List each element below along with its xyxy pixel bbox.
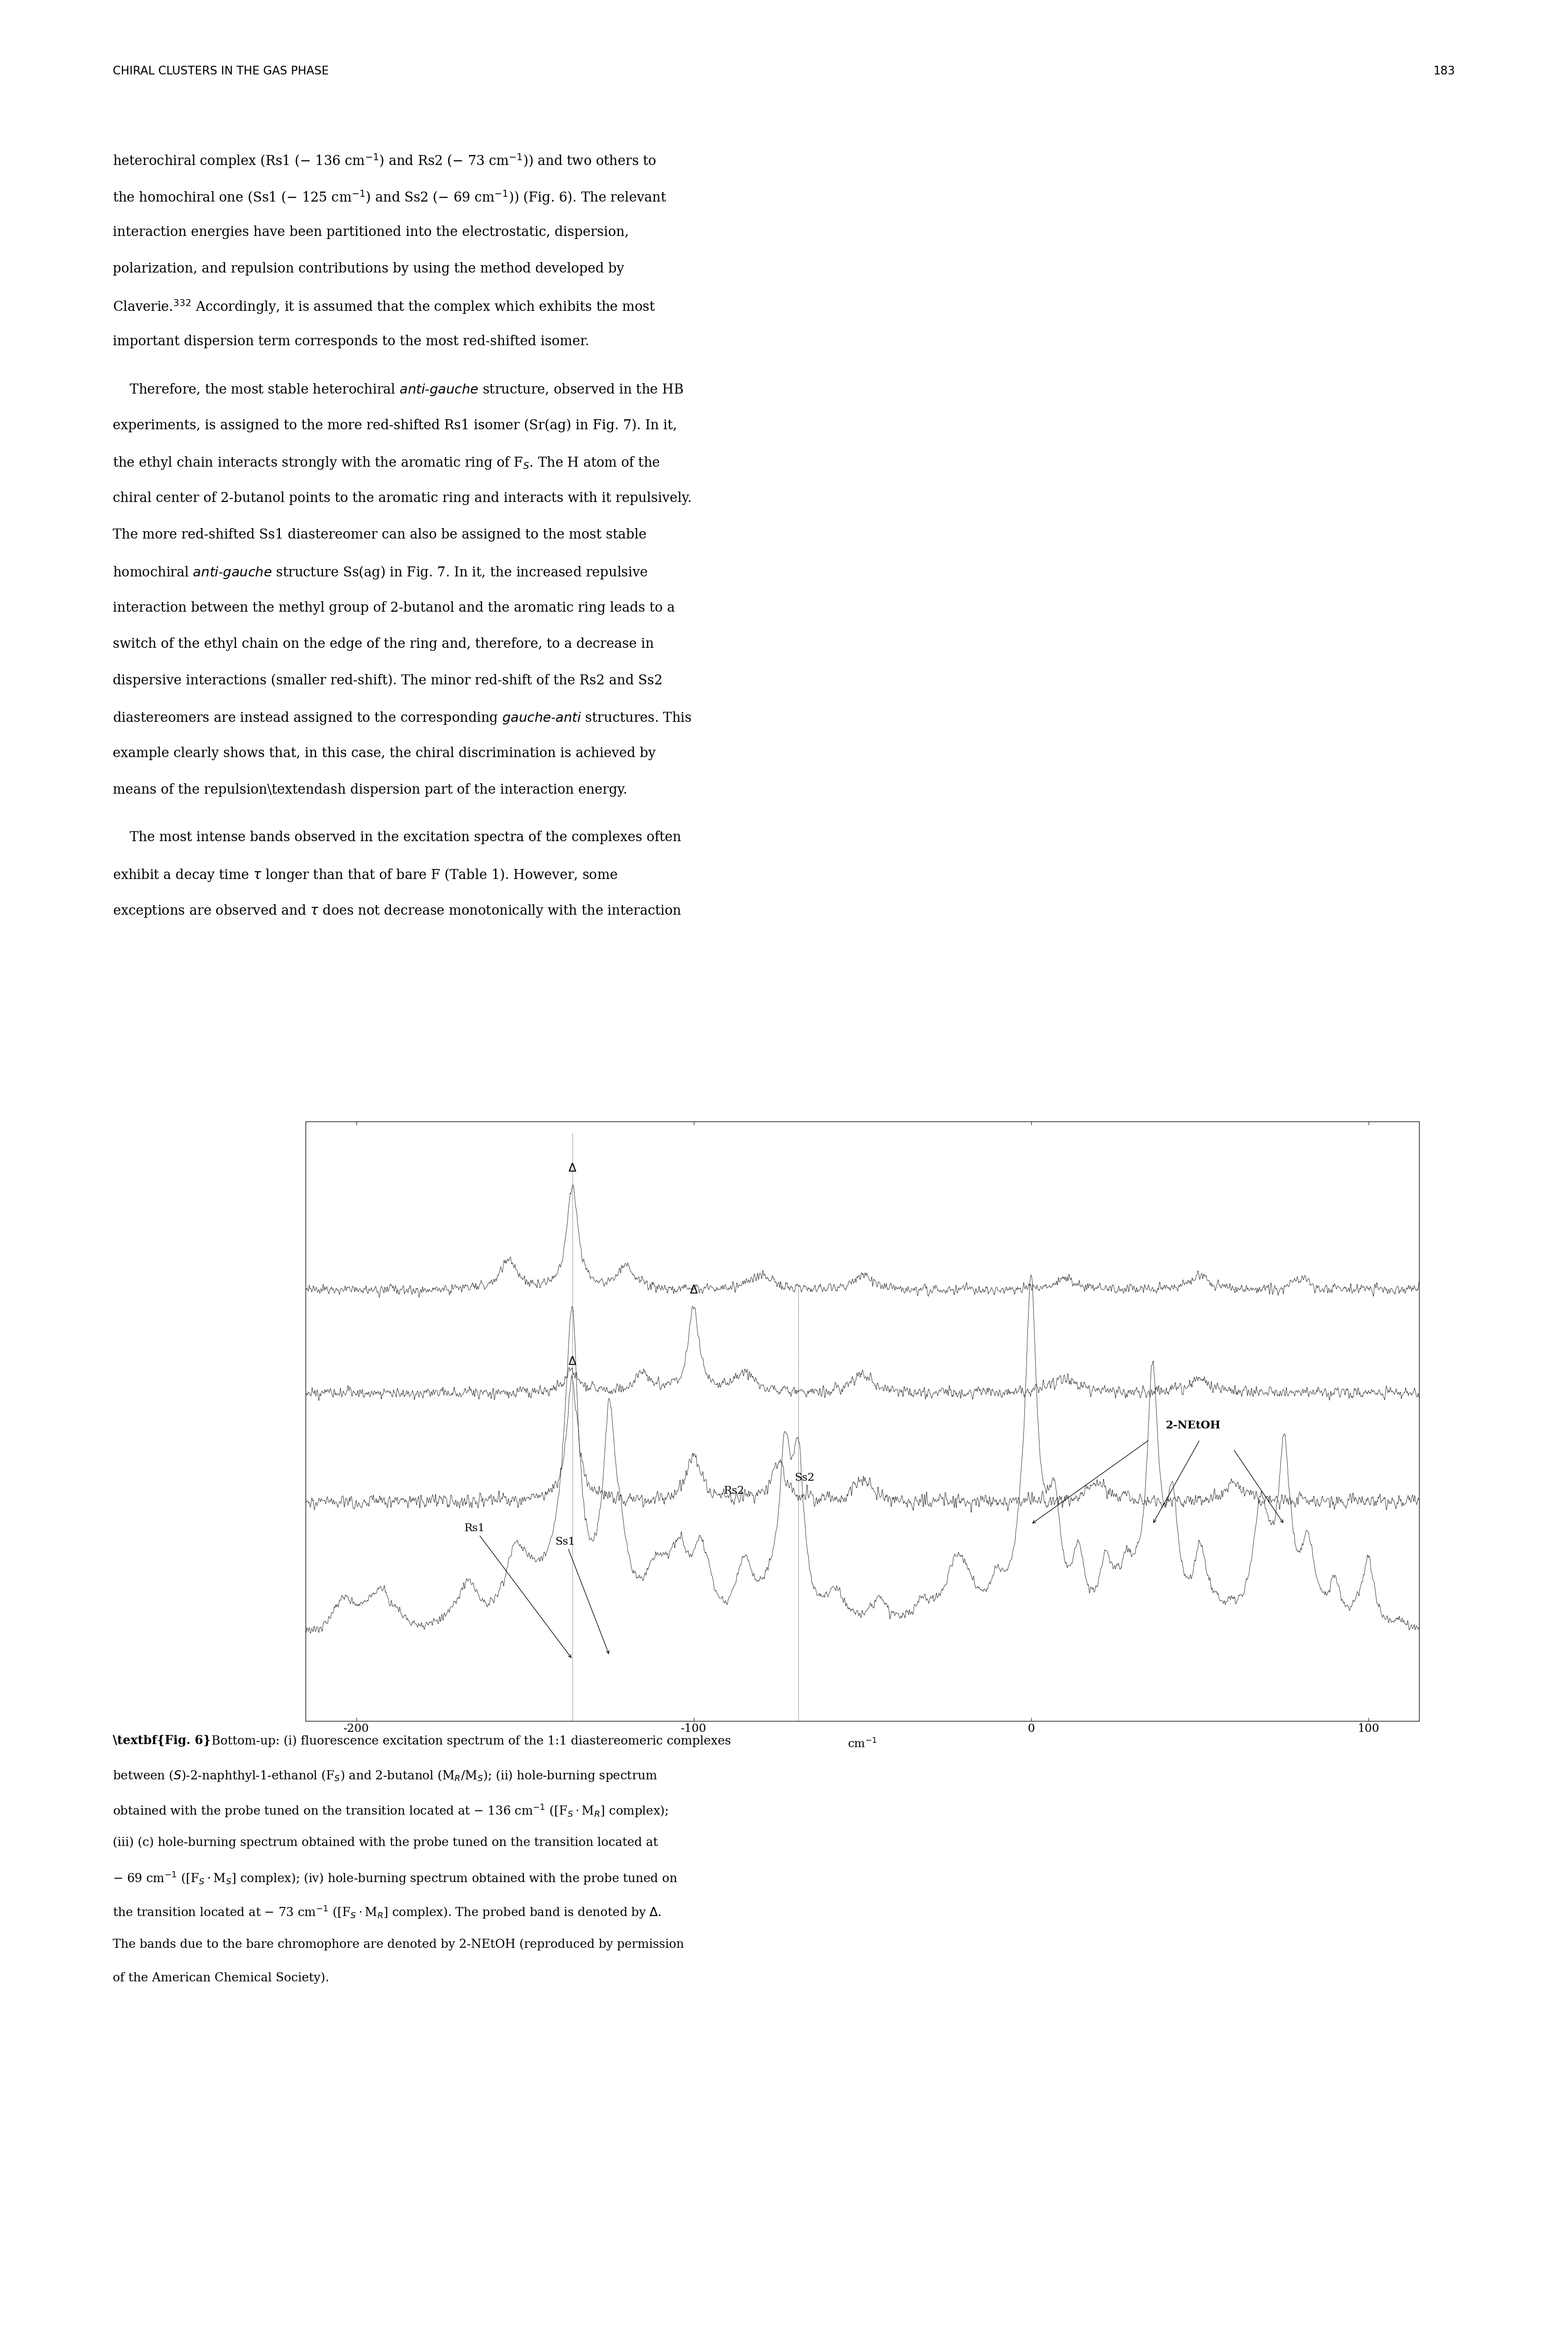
Text: (iii) (c) hole-burning spectrum obtained with the probe tuned on the transition : (iii) (c) hole-burning spectrum obtained… — [113, 1836, 659, 1848]
Text: interaction energies have been partitioned into the electrostatic, dispersion,: interaction energies have been partition… — [113, 226, 629, 240]
Text: obtained with the probe tuned on the transition located at $-$ 136 cm$^{-1}$ ([F: obtained with the probe tuned on the tra… — [113, 1803, 668, 1817]
Text: experiments, is assigned to the more red-shifted Rs1 isomer (Sr(ag) in Fig. 7). : experiments, is assigned to the more red… — [113, 418, 677, 433]
Text: the transition located at $-$ 73 cm$^{-1}$ ([F$_S\cdot$M$_R$] complex). The prob: the transition located at $-$ 73 cm$^{-1… — [113, 1904, 662, 1921]
Text: $\Delta$: $\Delta$ — [568, 1357, 577, 1366]
Text: of the American Chemical Society).: of the American Chemical Society). — [113, 1972, 329, 1984]
Text: important dispersion term corresponds to the most red-shifted isomer.: important dispersion term corresponds to… — [113, 334, 590, 348]
Text: CHIRAL CLUSTERS IN THE GAS PHASE: CHIRAL CLUSTERS IN THE GAS PHASE — [113, 66, 329, 78]
Text: dispersive interactions (smaller red-shift). The minor red-shift of the Rs2 and : dispersive interactions (smaller red-shi… — [113, 675, 663, 686]
Text: \textbf{Fig. 6}: \textbf{Fig. 6} — [113, 1735, 212, 1747]
Text: the homochiral one (Ss1 ($-$ 125 cm$^{-1}$) and Ss2 ($-$ 69 cm$^{-1}$)) (Fig. 6): the homochiral one (Ss1 ($-$ 125 cm$^{-1… — [113, 190, 666, 207]
Text: Rs2: Rs2 — [724, 1486, 745, 1495]
Text: Therefore, the most stable heterochiral $\mathit{anti}$-$\mathit{gauche}$ struct: Therefore, the most stable heterochiral … — [113, 383, 684, 397]
Text: polarization, and repulsion contributions by using the method developed by: polarization, and repulsion contribution… — [113, 261, 624, 275]
Text: The most intense bands observed in the excitation spectra of the complexes often: The most intense bands observed in the e… — [113, 830, 682, 844]
Text: diastereomers are instead assigned to the corresponding $\mathit{gauche}$-$\math: diastereomers are instead assigned to th… — [113, 710, 691, 726]
Text: between ($S$)-2-naphthyl-1-ethanol (F$_S$) and 2-butanol (M$_R$/M$_S$); (ii) hol: between ($S$)-2-naphthyl-1-ethanol (F$_S… — [113, 1768, 657, 1782]
Text: the ethyl chain interacts strongly with the aromatic ring of F$_S$. The H atom o: the ethyl chain interacts strongly with … — [113, 456, 660, 470]
Text: The bands due to the bare chromophore are denoted by 2-NEtOH (reproduced by perm: The bands due to the bare chromophore ar… — [113, 1937, 684, 1951]
Text: The more red-shifted Ss1 diastereomer can also be assigned to the most stable: The more red-shifted Ss1 diastereomer ca… — [113, 529, 646, 541]
Text: $-$ 69 cm$^{-1}$ ([F$_S\cdot$M$_S$] complex); (iv) hole-burning spectrum obtaine: $-$ 69 cm$^{-1}$ ([F$_S\cdot$M$_S$] comp… — [113, 1871, 677, 1886]
Text: 2-NEtOH: 2-NEtOH — [1165, 1420, 1220, 1429]
Text: Claverie.$^{332}$ Accordingly, it is assumed that the complex which exhibits the: Claverie.$^{332}$ Accordingly, it is ass… — [113, 299, 655, 315]
Text: example clearly shows that, in this case, the chiral discrimination is achieved : example clearly shows that, in this case… — [113, 748, 655, 759]
X-axis label: cm$^{-1}$: cm$^{-1}$ — [848, 1737, 877, 1749]
Text: chiral center of 2-butanol points to the aromatic ring and interacts with it rep: chiral center of 2-butanol points to the… — [113, 491, 691, 505]
Text: exceptions are observed and $\tau$ does not decrease monotonically with the inte: exceptions are observed and $\tau$ does … — [113, 903, 682, 919]
Text: Ss2: Ss2 — [795, 1474, 815, 1483]
Text: interaction between the methyl group of 2-butanol and the aromatic ring leads to: interaction between the methyl group of … — [113, 602, 676, 614]
Text: $\Delta$: $\Delta$ — [568, 1164, 577, 1173]
Text: 183: 183 — [1433, 66, 1455, 78]
Text: heterochiral complex (Rs1 ($-$ 136 cm$^{-1}$) and Rs2 ($-$ 73 cm$^{-1}$)) and tw: heterochiral complex (Rs1 ($-$ 136 cm$^{… — [113, 153, 657, 169]
Text: $\Delta$: $\Delta$ — [690, 1284, 698, 1295]
Text: Rs1: Rs1 — [464, 1523, 571, 1657]
Text: homochiral $\mathit{anti}$-$\mathit{gauche}$ structure Ss(ag) in Fig. 7. In it, : homochiral $\mathit{anti}$-$\mathit{gauc… — [113, 564, 648, 581]
Text: exhibit a decay time $\tau$ longer than that of bare F (Table 1). However, some: exhibit a decay time $\tau$ longer than … — [113, 868, 618, 882]
Text: Ss1: Ss1 — [555, 1538, 608, 1653]
Text: switch of the ethyl chain on the edge of the ring and, therefore, to a decrease : switch of the ethyl chain on the edge of… — [113, 637, 654, 651]
Text: Bottom-up: (i) fluorescence excitation spectrum of the 1:1 diastereomeric comple: Bottom-up: (i) fluorescence excitation s… — [204, 1735, 731, 1747]
Text: means of the repulsion\textendash dispersion part of the interaction energy.: means of the repulsion\textendash disper… — [113, 783, 627, 797]
